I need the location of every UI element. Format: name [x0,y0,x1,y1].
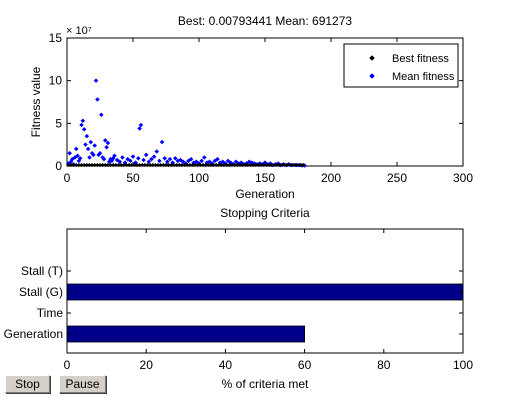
scatter-x-tick-label: 300 [453,171,473,185]
scatter-x-tick-label: 50 [126,171,140,185]
bar-chart-title: Stopping Criteria [220,206,310,220]
mean-fitness-point [159,139,165,145]
bar-category-label: Stall (G) [19,285,63,299]
scatter-x-axis-label: Generation [235,187,294,201]
mean-fitness-point [88,139,94,145]
mean-fitness-point [128,158,133,164]
mean-fitness-point [114,157,120,163]
scatter-y-tick-label: 5 [55,116,62,130]
mean-fitness-point [137,126,142,131]
criteria-bar [66,325,306,343]
mean-fitness-point [143,152,149,158]
mean-fitness-point [164,159,170,165]
mean-fitness-point [104,144,109,150]
mean-fitness-point [95,97,100,102]
mean-fitness-point [157,158,162,164]
mean-fitness-point [101,156,107,162]
mean-fitness-point [102,138,108,143]
scatter-x-tick-label: 200 [321,171,341,185]
legend-marker [369,55,375,61]
mean-fitness-point [87,155,92,160]
mean-fitness-point [120,155,125,160]
legend: Best fitness Mean fitness [343,43,459,88]
mean-fitness-point [199,158,204,164]
stop-button[interactable]: Stop [5,375,50,393]
scatter-y-tick-label: 15 [49,31,63,45]
mean-fitness-point [135,155,141,161]
scatter-x-tick-label: 0 [64,171,71,185]
mean-fitness-point [138,122,144,128]
mean-fitness-point [167,156,173,162]
mean-fitness-point [98,112,104,118]
mean-fitness-point [79,122,84,128]
bar-x-tick-label: 60 [298,358,312,372]
mean-fitness-point [215,156,220,162]
bar-category-label: Time [37,306,64,320]
mean-fitness-point [77,155,83,161]
legend-label: Best fitness [392,53,449,65]
bar-x-tick-label: 20 [140,358,154,372]
bar-x-tick-label: 80 [377,358,391,372]
mean-fitness-point [97,150,103,156]
mean-fitness-point [73,146,79,152]
mean-fitness-point [80,118,86,124]
mean-fitness-point [81,126,87,132]
bar-x-tick-label: 100 [453,358,473,372]
mean-fitness-point [83,142,88,148]
bar-category-label: Stall (T) [21,264,63,278]
mean-fitness-point [154,149,160,154]
mean-fitness-point [84,133,90,139]
mean-fitness-point [178,157,183,163]
bar-x-tick-label: 0 [64,358,71,372]
mean-fitness-point [130,154,136,159]
bar-x-axis-label: % of criteria met [222,377,309,391]
mean-fitness-point [75,153,80,159]
scatter-x-tick-label: 250 [387,171,407,185]
mean-fitness-point [201,155,207,160]
mean-fitness-point [188,156,194,162]
mean-fitness-point [93,78,99,84]
mean-fitness-point [162,155,168,161]
scatter-x-tick-label: 100 [189,171,209,185]
y-exponent-label: × 10⁷ [66,25,92,37]
mean-fitness-point [67,150,72,156]
mean-fitness-point [112,153,117,159]
bar-x-tick-label: 40 [219,358,233,372]
scatter-y-tick-label: 10 [49,74,63,88]
scatter-title: Best: 0.00793441 Mean: 691273 [178,14,352,28]
scatter-y-axis-label: Fitness value [29,66,43,137]
mean-fitness-point [149,156,154,162]
best-fitness-point [301,162,306,168]
legend-label: Mean fitness [392,71,455,83]
bar-category-label: Generation [4,327,63,341]
mean-fitness-point [85,146,91,152]
mean-fitness-point [146,159,152,165]
scatter-y-tick-label: 0 [55,159,62,173]
mean-fitness-point [92,143,98,148]
mean-fitness-point [117,159,123,165]
legend-box [343,43,459,88]
criteria-bar [66,283,464,301]
pause-button[interactable]: Pause [59,375,106,393]
mean-fitness-point [105,140,111,146]
mean-fitness-point [141,157,146,163]
mean-fitness-point [151,154,157,159]
mean-fitness-point [91,152,96,158]
legend-marker [369,73,375,79]
mean-fitness-point [172,155,178,161]
scatter-x-tick-label: 150 [255,171,275,185]
